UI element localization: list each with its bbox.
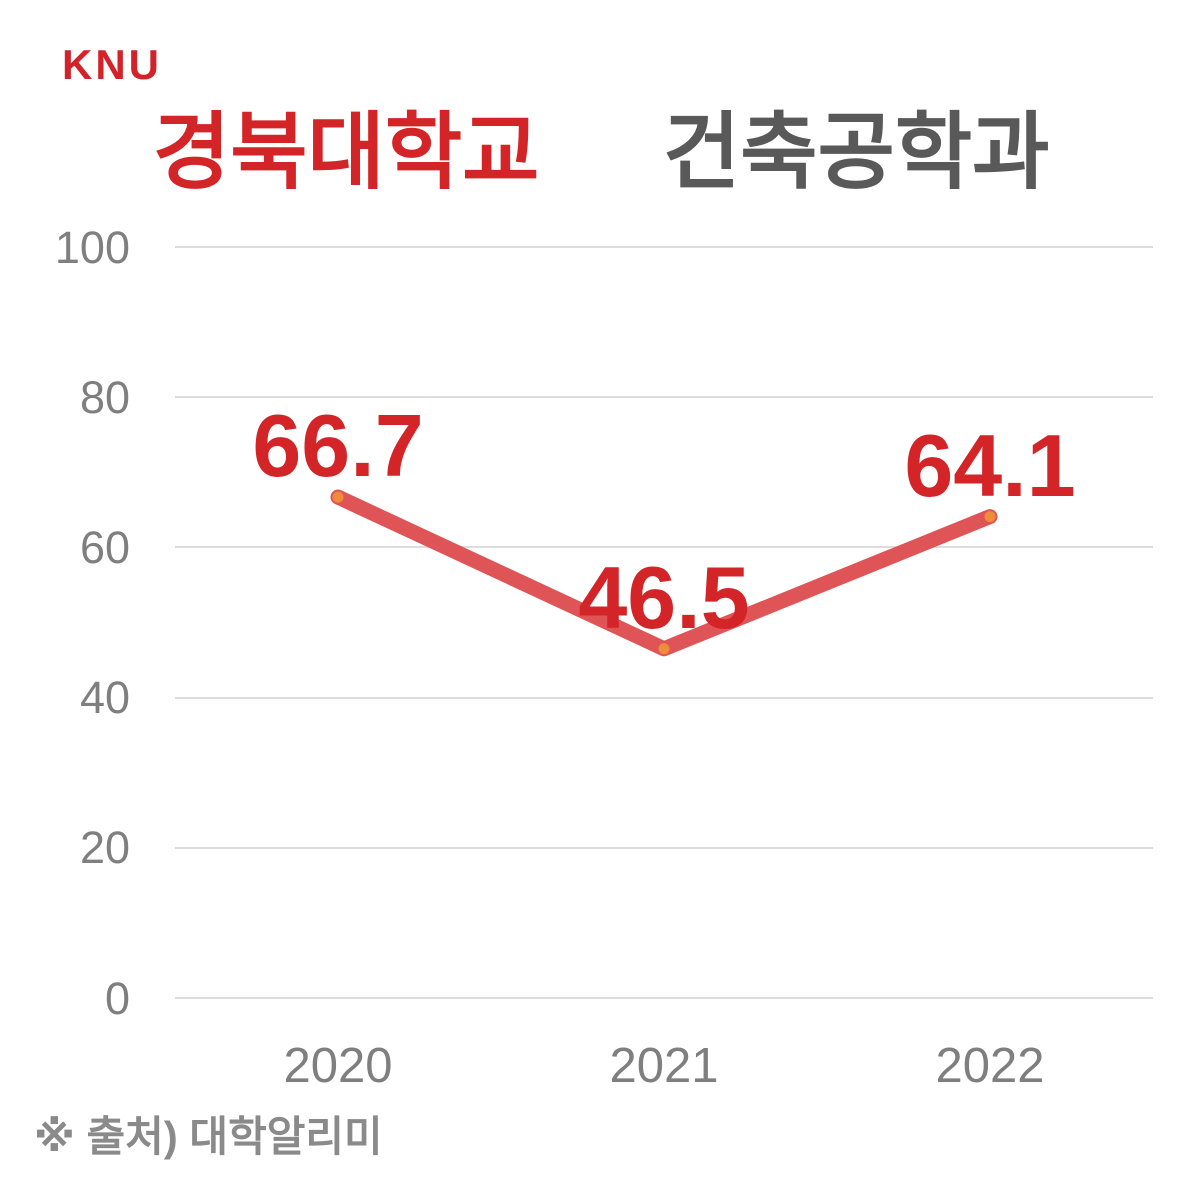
x-axis-label-2022: 2022 <box>935 1039 1045 1093</box>
gridline-row: 0 <box>0 968 1153 1028</box>
gridline-row: 100 <box>0 217 1153 277</box>
y-axis-tick: 100 <box>54 221 130 273</box>
gridline-row: 20 <box>0 818 1153 878</box>
page-title: 경북대학교 건축공학과 <box>0 102 1203 202</box>
title-university: 경북대학교 <box>153 105 540 199</box>
data-label-2021: 46.5 <box>578 547 750 647</box>
gridline-row: 60 <box>0 517 1153 577</box>
gridline <box>175 846 1153 849</box>
data-label-2022: 64.1 <box>904 415 1076 515</box>
data-point-marker <box>332 491 344 503</box>
gridline-row: 80 <box>0 367 1153 427</box>
y-axis-tick: 80 <box>79 371 130 423</box>
gridline <box>175 546 1153 549</box>
gridline <box>175 997 1153 999</box>
gridline-row: 40 <box>0 668 1153 728</box>
x-axis-label-2020: 2020 <box>283 1039 393 1093</box>
gridline <box>175 396 1153 399</box>
knu-logo: KNU <box>62 41 162 88</box>
gridline <box>175 246 1153 248</box>
data-point-marker <box>658 643 670 655</box>
data-point-marker <box>984 511 996 523</box>
y-axis-tick: 20 <box>79 822 130 874</box>
y-axis-tick: 60 <box>79 521 130 573</box>
source-note: ※ 출처) 대학알리미 <box>34 1113 383 1160</box>
gridline <box>175 696 1153 699</box>
y-axis-tick: 0 <box>104 972 130 1024</box>
y-axis-tick: 40 <box>79 672 130 724</box>
data-label-2020: 66.7 <box>252 396 424 496</box>
x-axis-label-2021: 2021 <box>609 1039 719 1093</box>
title-department: 건축공학과 <box>663 105 1050 199</box>
